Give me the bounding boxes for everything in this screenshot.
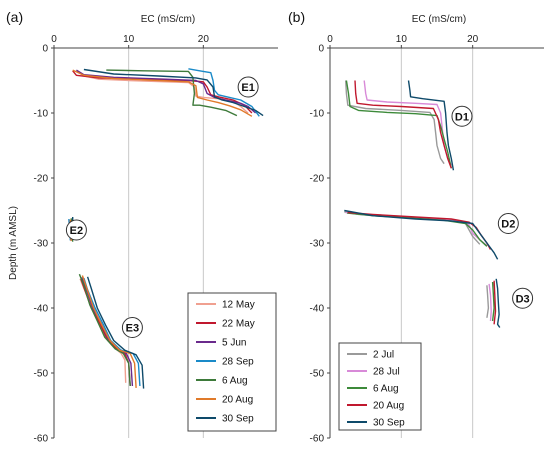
- series-line-22-may: [72, 70, 253, 114]
- annotation-circle: [237, 76, 259, 98]
- x-tick-label: 20: [198, 34, 210, 45]
- legend-entry: 30 Sep: [222, 414, 254, 425]
- x-tick-label: 10: [396, 34, 408, 45]
- series-line-6-aug: [347, 212, 488, 247]
- chart-panel-0: 0 10 20 0 -10 -20 -30 -40 -50 -60 EC (mS/cm) Depth …: [6, 9, 278, 445]
- y-tick-label: -30: [34, 239, 49, 250]
- annotation-circle: [65, 219, 87, 241]
- series-line-6-aug: [78, 273, 131, 387]
- series-line-30-sep: [495, 278, 501, 328]
- annotation-circle: [497, 213, 519, 234]
- series-line-2-jul: [345, 80, 445, 165]
- legend-entry: 12 May: [222, 300, 255, 311]
- y-tick-label: -50: [34, 369, 49, 380]
- legend-entry: 6 Aug: [373, 384, 399, 395]
- annotation-circle: [121, 317, 143, 338]
- series-line-20-aug: [72, 69, 253, 117]
- series-line-20-aug: [354, 80, 452, 169]
- y-tick-label: -10: [310, 109, 325, 120]
- series-line-30-sep: [344, 209, 499, 260]
- legend-entry: 2 Jul: [373, 350, 394, 361]
- x-tick-label: 0: [51, 34, 57, 45]
- series-line-20-aug: [81, 275, 137, 388]
- legend-entry: 5 Jun: [222, 338, 246, 349]
- series-line-28-jul: [488, 283, 492, 322]
- y-tick-label: -40: [310, 304, 325, 315]
- y-axis-title: Depth (m AMSL): [8, 206, 19, 280]
- chart-panel-1: 0 10 20 0 -10 -20 -30 -40 -50 -60 EC (mS/cm) (b) D1 D…: [288, 9, 544, 445]
- series-line-6-aug: [106, 69, 238, 117]
- x-tick-label: 10: [123, 34, 135, 45]
- series-line-5-jun: [80, 277, 134, 387]
- annotation-label: E2: [70, 225, 83, 237]
- legend-entry: 20 Aug: [373, 401, 404, 412]
- legend: 12 May 22 May 5 Jun 28 Sep 6 Aug 20 Aug 30 Sep: [187, 292, 277, 432]
- legend-entry: 20 Aug: [222, 395, 253, 406]
- x-tick-label: 20: [467, 34, 479, 45]
- y-tick-label: -30: [310, 239, 325, 250]
- y-tick-label: -60: [34, 434, 49, 445]
- series-line-30-sep: [407, 80, 455, 171]
- panel-label: (a): [6, 9, 23, 25]
- y-tick-label: -50: [310, 369, 325, 380]
- legend-entry: 22 May: [222, 319, 255, 330]
- annotation-label: E3: [126, 323, 139, 335]
- x-axis-title: EC (mS/cm): [412, 14, 466, 25]
- annotation-circle: [512, 287, 534, 309]
- series-line-20-aug: [493, 280, 497, 325]
- series-line-2-jul: [486, 285, 490, 318]
- series-line-28-sep: [188, 68, 260, 117]
- annotation-label: D2: [501, 219, 515, 231]
- y-tick-label: 0: [42, 44, 48, 55]
- series-line-6-aug: [345, 80, 452, 169]
- y-tick-label: -20: [310, 174, 325, 185]
- series-line-5-jun: [76, 69, 257, 114]
- x-axis-title: EC (mS/cm): [141, 14, 195, 25]
- y-tick-label: -20: [34, 174, 49, 185]
- series-line-6-aug: [491, 281, 495, 322]
- legend-entry: 6 Aug: [222, 376, 248, 387]
- annotation-label: D3: [516, 293, 530, 305]
- y-tick-label: -10: [34, 109, 49, 120]
- y-tick-label: -60: [310, 434, 325, 445]
- legend-entry: 28 Sep: [222, 357, 254, 368]
- annotation-circle: [451, 105, 473, 127]
- annotation-label: D1: [455, 111, 469, 123]
- y-tick-label: 0: [318, 44, 324, 55]
- series-line-30-sep: [86, 276, 145, 389]
- panel-label: (b): [288, 9, 305, 25]
- legend: 2 Jul 28 Jul 6 Aug 20 Aug 30 Sep: [338, 342, 422, 431]
- y-tick-label: -40: [34, 304, 49, 315]
- x-tick-label: 0: [327, 34, 333, 45]
- legend-entry: 28 Jul: [373, 367, 400, 378]
- legend-entry: 30 Sep: [373, 418, 405, 429]
- series-line-30-sep: [83, 68, 264, 117]
- legend-box: [338, 342, 422, 431]
- annotation-label: E1: [241, 82, 254, 94]
